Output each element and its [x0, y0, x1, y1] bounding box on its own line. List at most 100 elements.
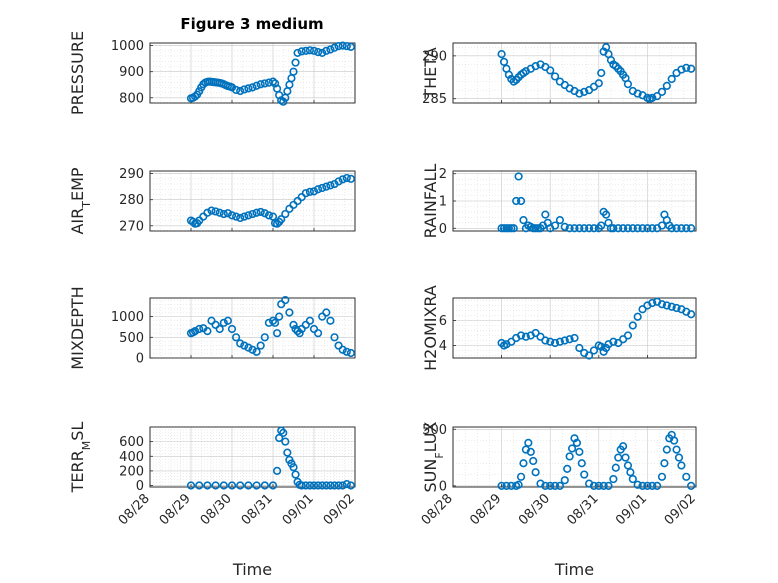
data-point [232, 212, 241, 221]
data-point [653, 92, 662, 101]
data-point [305, 481, 315, 490]
data-point [232, 333, 241, 342]
data-point [589, 224, 599, 233]
data-point [514, 172, 523, 181]
y-tick-label: 1000 [111, 39, 144, 54]
data-point [516, 331, 526, 340]
data-point [275, 312, 284, 321]
data-point [277, 426, 286, 435]
data-point [643, 224, 652, 233]
data-point [322, 481, 331, 490]
data-point [273, 219, 282, 228]
data-point [195, 481, 204, 490]
data-point [227, 481, 237, 490]
data-point [297, 481, 306, 490]
data-point [662, 301, 671, 310]
data-point [565, 452, 574, 461]
data-point [687, 310, 696, 319]
data-point [555, 481, 565, 490]
data-point [653, 481, 662, 490]
data-point [203, 481, 212, 490]
y-tick-label: 800 [119, 91, 144, 106]
data-point [285, 308, 294, 317]
data-point [186, 481, 196, 490]
data-point [264, 211, 274, 220]
data-point [677, 224, 686, 233]
data-point [550, 338, 560, 348]
data-point [580, 470, 589, 479]
data-point [623, 80, 633, 89]
axes-frame [452, 297, 697, 359]
x-tick-label: 08/28 [116, 491, 153, 528]
data-point [309, 481, 319, 490]
data-point [207, 316, 216, 325]
data-point [281, 437, 290, 446]
y-tick-label: 1000 [111, 310, 144, 325]
data-point [281, 295, 290, 305]
data-point [584, 351, 594, 360]
data-point [682, 63, 691, 72]
axes-frame [149, 170, 356, 232]
y-tick-label: 900 [119, 65, 144, 80]
data-point [248, 83, 257, 92]
y-tick-label: 400 [119, 450, 144, 465]
data-point [648, 93, 657, 102]
data-point [497, 50, 506, 59]
y-tick-label: 0 [136, 352, 144, 367]
data-point [677, 461, 686, 470]
data-point [499, 57, 509, 66]
axes-frame [149, 426, 356, 488]
y-axis-label: PRESSURE [68, 31, 87, 115]
y-tick-label: 280 [119, 193, 144, 208]
data-point [509, 224, 518, 233]
data-point [291, 58, 300, 67]
y-tick-label: 2 [439, 167, 447, 182]
data-point [338, 175, 347, 184]
data-point [567, 444, 577, 453]
data-point [633, 480, 642, 489]
data-point [256, 341, 265, 350]
x-tick-label: 08/31 [239, 491, 276, 528]
axes-frame [149, 42, 356, 104]
figure-title: Figure 3 medium [180, 15, 323, 33]
x-tick-label: 09/02 [662, 491, 699, 528]
data-point [256, 207, 265, 217]
y-tick-label: 4 [439, 339, 447, 354]
y-tick-label: 0 [439, 479, 447, 494]
data-point [293, 327, 302, 336]
data-point [609, 337, 618, 346]
data-point [677, 65, 686, 74]
data-point [628, 321, 637, 330]
data-point [330, 43, 339, 52]
y-tick-label: 290 [422, 49, 447, 64]
data-point [334, 341, 343, 350]
data-point [604, 481, 613, 490]
data-point [342, 173, 351, 183]
data-point [215, 208, 224, 217]
x-axis-label: Time [232, 560, 272, 579]
y-axis-label: H2OMIXRA [421, 285, 440, 371]
y-axis-label: THETA [421, 47, 440, 99]
data-point [277, 300, 286, 309]
x-axis-label: Time [554, 560, 594, 579]
data-point [322, 182, 331, 191]
data-point [687, 481, 696, 490]
data-point [519, 459, 528, 468]
data-point [623, 224, 633, 233]
data-point [623, 331, 633, 340]
data-point [342, 479, 351, 489]
data-point [667, 302, 676, 311]
data-point [667, 74, 676, 84]
data-point [674, 453, 684, 462]
data-point [322, 308, 331, 317]
data-point [667, 224, 676, 233]
data-point [326, 481, 335, 490]
data-point [203, 208, 212, 217]
data-point [657, 300, 667, 309]
data-point [291, 470, 300, 479]
data-point [219, 318, 228, 327]
data-point [273, 329, 282, 338]
data-point [618, 224, 628, 233]
data-point [211, 481, 220, 490]
